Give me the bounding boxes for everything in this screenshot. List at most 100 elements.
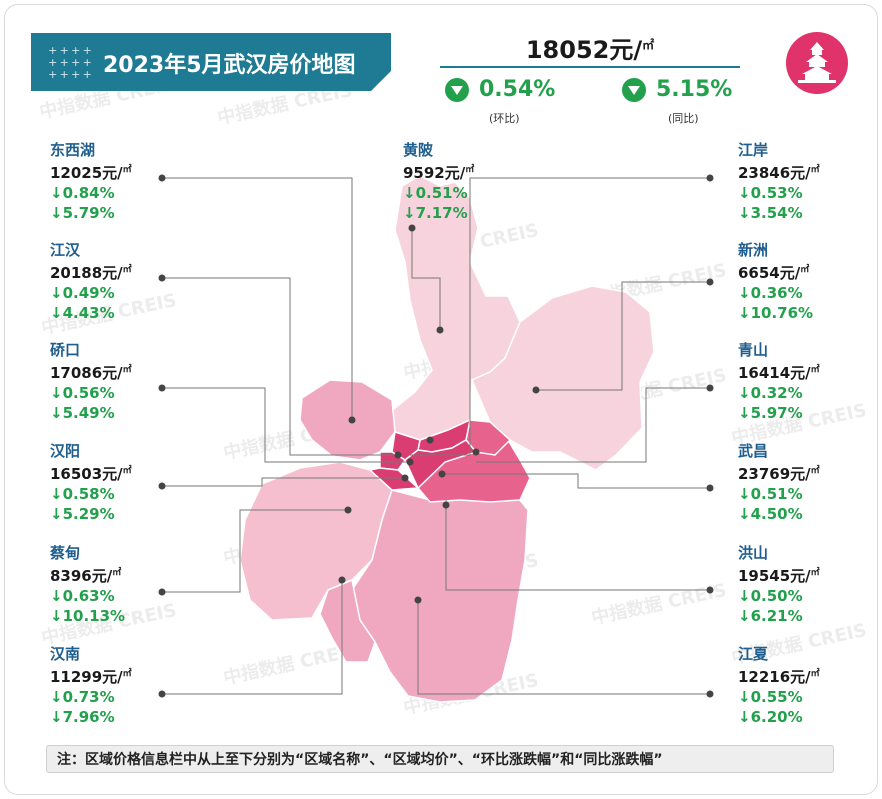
district-yoy: ↓4.50% [738, 505, 803, 523]
district-price: 9592元/ [403, 164, 466, 182]
district-price: 12216元/ [738, 668, 811, 686]
page-title: 2023年5月武汉房价地图 [103, 53, 356, 78]
district-name: 青山 [738, 341, 769, 359]
district-info-dongxihu: 东西湖 12025元/㎡ ↓0.84% ↓5.79% [50, 140, 132, 223]
district-info-jiangxia: 江夏 12216元/㎡ ↓0.55% ↓6.20% [738, 644, 820, 727]
district-name: 汉南 [50, 645, 81, 663]
price-unit: ㎡ [112, 568, 122, 578]
overall-price-value: 18052元/ [525, 36, 643, 64]
district-price: 11299元/ [50, 668, 123, 686]
district-mom: ↓0.56% [50, 384, 115, 402]
district-yoy: ↓3.54% [738, 204, 803, 222]
district-name: 江夏 [738, 645, 769, 663]
district-info-qiaokou: 硚口 17086元/㎡ ↓0.56% ↓5.49% [50, 340, 132, 423]
district-yoy: ↓5.79% [50, 204, 115, 222]
district-yoy: ↓10.76% [738, 304, 814, 322]
district-info-huangpi: 黄陂 9592元/㎡ ↓0.51% ↓7.17% [403, 140, 474, 223]
district-name: 硚口 [50, 341, 81, 359]
price-unit: ㎡ [122, 466, 132, 476]
district-name: 江岸 [738, 141, 769, 159]
district-mom: ↓0.49% [50, 284, 115, 302]
district-mom: ↓0.58% [50, 485, 115, 503]
district-mom: ↓0.55% [738, 688, 803, 706]
district-yoy: ↓6.21% [738, 607, 803, 625]
banner-dot-pattern-icon: + + + + + + + + + + + + [48, 44, 92, 81]
district-name: 黄陂 [403, 141, 434, 159]
district-price: 12025元/ [50, 164, 123, 182]
district-name: 洪山 [738, 544, 769, 562]
district-price: 16503元/ [50, 465, 123, 483]
district-yoy: ↓5.97% [738, 404, 803, 422]
district-info-caidian: 蔡甸 8396元/㎡ ↓0.63% ↓10.13% [50, 543, 125, 626]
title-banner: + + + + + + + + + + + + 2023年5月武汉房价地图 [31, 33, 392, 92]
overall-yoy-value: 5.15% [656, 77, 733, 102]
district-name: 汉阳 [50, 442, 81, 460]
overall-mom-change: 0.54% [445, 77, 555, 102]
district-info-hannan: 汉南 11299元/㎡ ↓0.73% ↓7.96% [50, 644, 132, 727]
district-info-xinzhou: 新洲 6654元/㎡ ↓0.36% ↓10.76% [738, 240, 813, 323]
district-info-jiangan: 江岸 23846元/㎡ ↓0.53% ↓3.54% [738, 140, 820, 223]
city-tower-logo-icon [786, 32, 848, 94]
district-yoy: ↓6.20% [738, 708, 803, 726]
district-name: 蔡甸 [50, 544, 81, 562]
price-unit: ㎡ [810, 365, 820, 375]
district-mom: ↓0.84% [50, 184, 115, 202]
down-triangle-icon [445, 77, 469, 102]
overall-mom-label: (环比) [489, 112, 520, 125]
overall-price: 18052元/㎡ [440, 30, 740, 65]
price-unit: ㎡ [810, 165, 820, 175]
district-name: 江汉 [50, 241, 81, 259]
district-mom: ↓0.63% [50, 587, 115, 605]
price-unit: ㎡ [122, 365, 132, 375]
district-yoy: ↓4.43% [50, 304, 115, 322]
district-mom: ↓0.73% [50, 688, 115, 706]
leader-dots [158, 174, 714, 698]
district-name: 新洲 [738, 241, 769, 259]
district-price: 23769元/ [738, 465, 811, 483]
district-price: 6654元/ [738, 264, 801, 282]
district-price: 8396元/ [50, 567, 113, 585]
district-mom: ↓0.32% [738, 384, 803, 402]
price-unit: ㎡ [810, 466, 820, 476]
map-region-hannan [319, 578, 376, 663]
price-unit: ㎡ [810, 669, 820, 679]
down-triangle-icon [622, 77, 646, 102]
district-name: 东西湖 [50, 141, 96, 159]
price-unit: ㎡ [122, 165, 132, 175]
district-yoy: ↓10.13% [50, 607, 126, 625]
district-mom: ↓0.51% [738, 485, 803, 503]
district-mom: ↓0.36% [738, 284, 803, 302]
district-price: 23846元/ [738, 164, 811, 182]
price-unit: ㎡ [810, 568, 820, 578]
district-name: 武昌 [738, 442, 769, 460]
price-unit: ㎡ [465, 165, 475, 175]
district-price: 19545元/ [738, 567, 811, 585]
district-mom: ↓0.50% [738, 587, 803, 605]
district-info-jianghan: 江汉 20188元/㎡ ↓0.49% ↓4.43% [50, 240, 132, 323]
overall-price-unit: ㎡ [642, 38, 655, 52]
district-yoy: ↓7.17% [403, 204, 468, 222]
leader-lines [162, 177, 710, 695]
district-price: 16414元/ [738, 364, 811, 382]
overall-divider [440, 66, 740, 68]
overall-yoy-label: (同比) [668, 112, 699, 125]
district-price: 20188元/ [50, 264, 123, 282]
overall-mom-value: 0.54% [479, 77, 556, 102]
district-yoy: ↓5.49% [50, 404, 115, 422]
price-unit: ㎡ [122, 669, 132, 679]
district-mom: ↓0.53% [738, 184, 803, 202]
price-unit: ㎡ [800, 265, 810, 275]
district-yoy: ↓5.29% [50, 505, 115, 523]
district-info-hongshan: 洪山 19545元/㎡ ↓0.50% ↓6.21% [738, 543, 820, 626]
district-mom: ↓0.51% [403, 184, 468, 202]
footnote: 注：区域价格信息栏中从上至下分别为“区域名称”、“区域均价”、“环比涨跌幅”和“… [46, 745, 834, 773]
district-info-qingshan: 青山 16414元/㎡ ↓0.32% ↓5.97% [738, 340, 820, 423]
map-region-dongxihu [299, 379, 396, 461]
district-info-wuchang: 武昌 23769元/㎡ ↓0.51% ↓4.50% [738, 441, 820, 524]
overall-yoy-change: 5.15% [622, 77, 732, 102]
price-unit: ㎡ [122, 265, 132, 275]
map-region-hanyang [368, 467, 420, 491]
district-yoy: ↓7.96% [50, 708, 115, 726]
district-info-hanyang: 汉阳 16503元/㎡ ↓0.58% ↓5.29% [50, 441, 132, 524]
